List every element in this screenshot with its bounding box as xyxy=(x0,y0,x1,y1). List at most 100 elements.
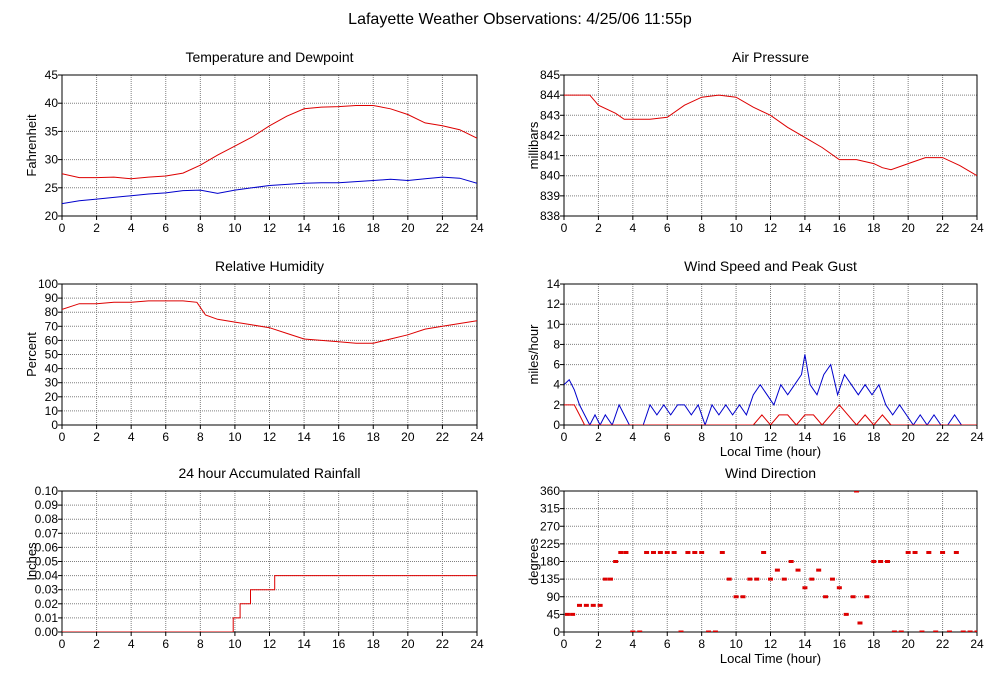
x-tick-label: 12 xyxy=(263,430,277,444)
y-tick-label: 4 xyxy=(553,378,560,392)
direction-point xyxy=(919,630,925,632)
x-tick-label: 6 xyxy=(664,430,671,444)
x-tick-label: 8 xyxy=(197,221,204,235)
x-tick-label: 22 xyxy=(936,221,950,235)
direction-point xyxy=(871,560,877,563)
chart-title: Wind Direction xyxy=(725,465,816,481)
direction-point xyxy=(850,595,856,599)
x-tick-label: 0 xyxy=(561,430,568,444)
y-tick-label: 100 xyxy=(38,277,58,291)
x-tick-label: 14 xyxy=(798,221,812,235)
y-tick-label: 50 xyxy=(45,348,59,362)
x-tick-label: 16 xyxy=(332,430,346,444)
y-tick-label: 0 xyxy=(553,418,560,432)
series-line xyxy=(62,575,477,632)
x-tick-label: 16 xyxy=(332,221,346,235)
x-tick-label: 12 xyxy=(764,221,778,235)
x-tick-label: 4 xyxy=(629,430,636,444)
x-axis-label: Local Time (hour) xyxy=(720,444,821,459)
x-tick-label: 22 xyxy=(436,637,450,651)
direction-point xyxy=(590,603,596,607)
y-tick-label: 8 xyxy=(553,337,560,351)
x-tick-label: 20 xyxy=(401,221,415,235)
direction-point xyxy=(774,568,780,572)
direction-point xyxy=(726,577,732,581)
direction-point xyxy=(564,612,570,616)
x-tick-label: 10 xyxy=(228,637,242,651)
direction-point xyxy=(940,550,946,554)
x-tick-label: 24 xyxy=(970,637,984,651)
x-tick-label: 16 xyxy=(833,637,847,651)
direction-point xyxy=(967,630,973,632)
y-tick-label: 0.04 xyxy=(35,569,59,583)
x-tick-label: 20 xyxy=(901,637,915,651)
x-tick-label: 22 xyxy=(436,430,450,444)
direction-point xyxy=(630,630,636,632)
x-tick-label: 4 xyxy=(629,637,636,651)
x-tick-label: 12 xyxy=(764,637,778,651)
direction-point xyxy=(891,630,897,632)
direction-point xyxy=(974,630,977,632)
x-tick-label: 10 xyxy=(228,430,242,444)
x-tick-label: 12 xyxy=(263,221,277,235)
y-tick-label: 70 xyxy=(45,319,59,333)
direction-point xyxy=(602,577,608,581)
y-axis-label: degrees xyxy=(526,538,541,585)
y-tick-label: 10 xyxy=(45,404,59,418)
y-tick-label: 40 xyxy=(45,362,59,376)
direction-point xyxy=(836,586,842,590)
direction-point xyxy=(816,568,822,572)
x-tick-label: 4 xyxy=(128,430,135,444)
x-tick-label: 24 xyxy=(470,637,484,651)
y-tick-label: 270 xyxy=(540,519,560,533)
direction-point xyxy=(829,577,835,581)
y-tick-label: 845 xyxy=(540,68,560,82)
x-tick-label: 0 xyxy=(561,637,568,651)
direction-point xyxy=(761,550,767,554)
x-tick-label: 10 xyxy=(729,637,743,651)
x-tick-label: 4 xyxy=(629,221,636,235)
direction-point xyxy=(607,577,613,581)
direction-point xyxy=(618,550,624,554)
y-tick-label: 45 xyxy=(547,607,561,621)
direction-point xyxy=(781,577,787,581)
y-tick-label: 843 xyxy=(540,108,560,122)
y-tick-label: 30 xyxy=(45,153,59,167)
direction-point xyxy=(768,577,773,581)
x-tick-label: 0 xyxy=(59,637,66,651)
direction-point xyxy=(644,550,650,554)
x-tick-label: 2 xyxy=(93,430,100,444)
y-tick-label: 0.08 xyxy=(35,512,59,526)
direction-point xyxy=(671,550,677,554)
x-tick-label: 22 xyxy=(936,637,950,651)
direction-point xyxy=(898,630,904,632)
direction-point xyxy=(905,550,911,554)
y-axis-label: Percent xyxy=(24,332,39,377)
direction-point xyxy=(788,560,794,563)
direction-point xyxy=(664,550,670,554)
y-tick-label: 0.06 xyxy=(35,540,59,554)
y-tick-label: 0.09 xyxy=(35,498,59,512)
x-tick-label: 20 xyxy=(901,430,915,444)
y-tick-label: 0.00 xyxy=(35,625,59,639)
direction-point xyxy=(754,577,760,581)
y-tick-label: 838 xyxy=(540,209,560,223)
chart-title: Wind Speed and Peak Gust xyxy=(684,258,857,274)
y-tick-label: 0.05 xyxy=(35,555,59,569)
x-tick-label: 8 xyxy=(698,221,705,235)
direction-point xyxy=(912,550,918,554)
direction-point xyxy=(857,621,863,625)
y-tick-label: 844 xyxy=(540,88,560,102)
x-tick-label: 8 xyxy=(698,637,705,651)
y-tick-label: 20 xyxy=(45,209,59,223)
direction-point xyxy=(699,550,705,554)
direction-point xyxy=(706,630,712,632)
direction-point xyxy=(843,612,849,616)
